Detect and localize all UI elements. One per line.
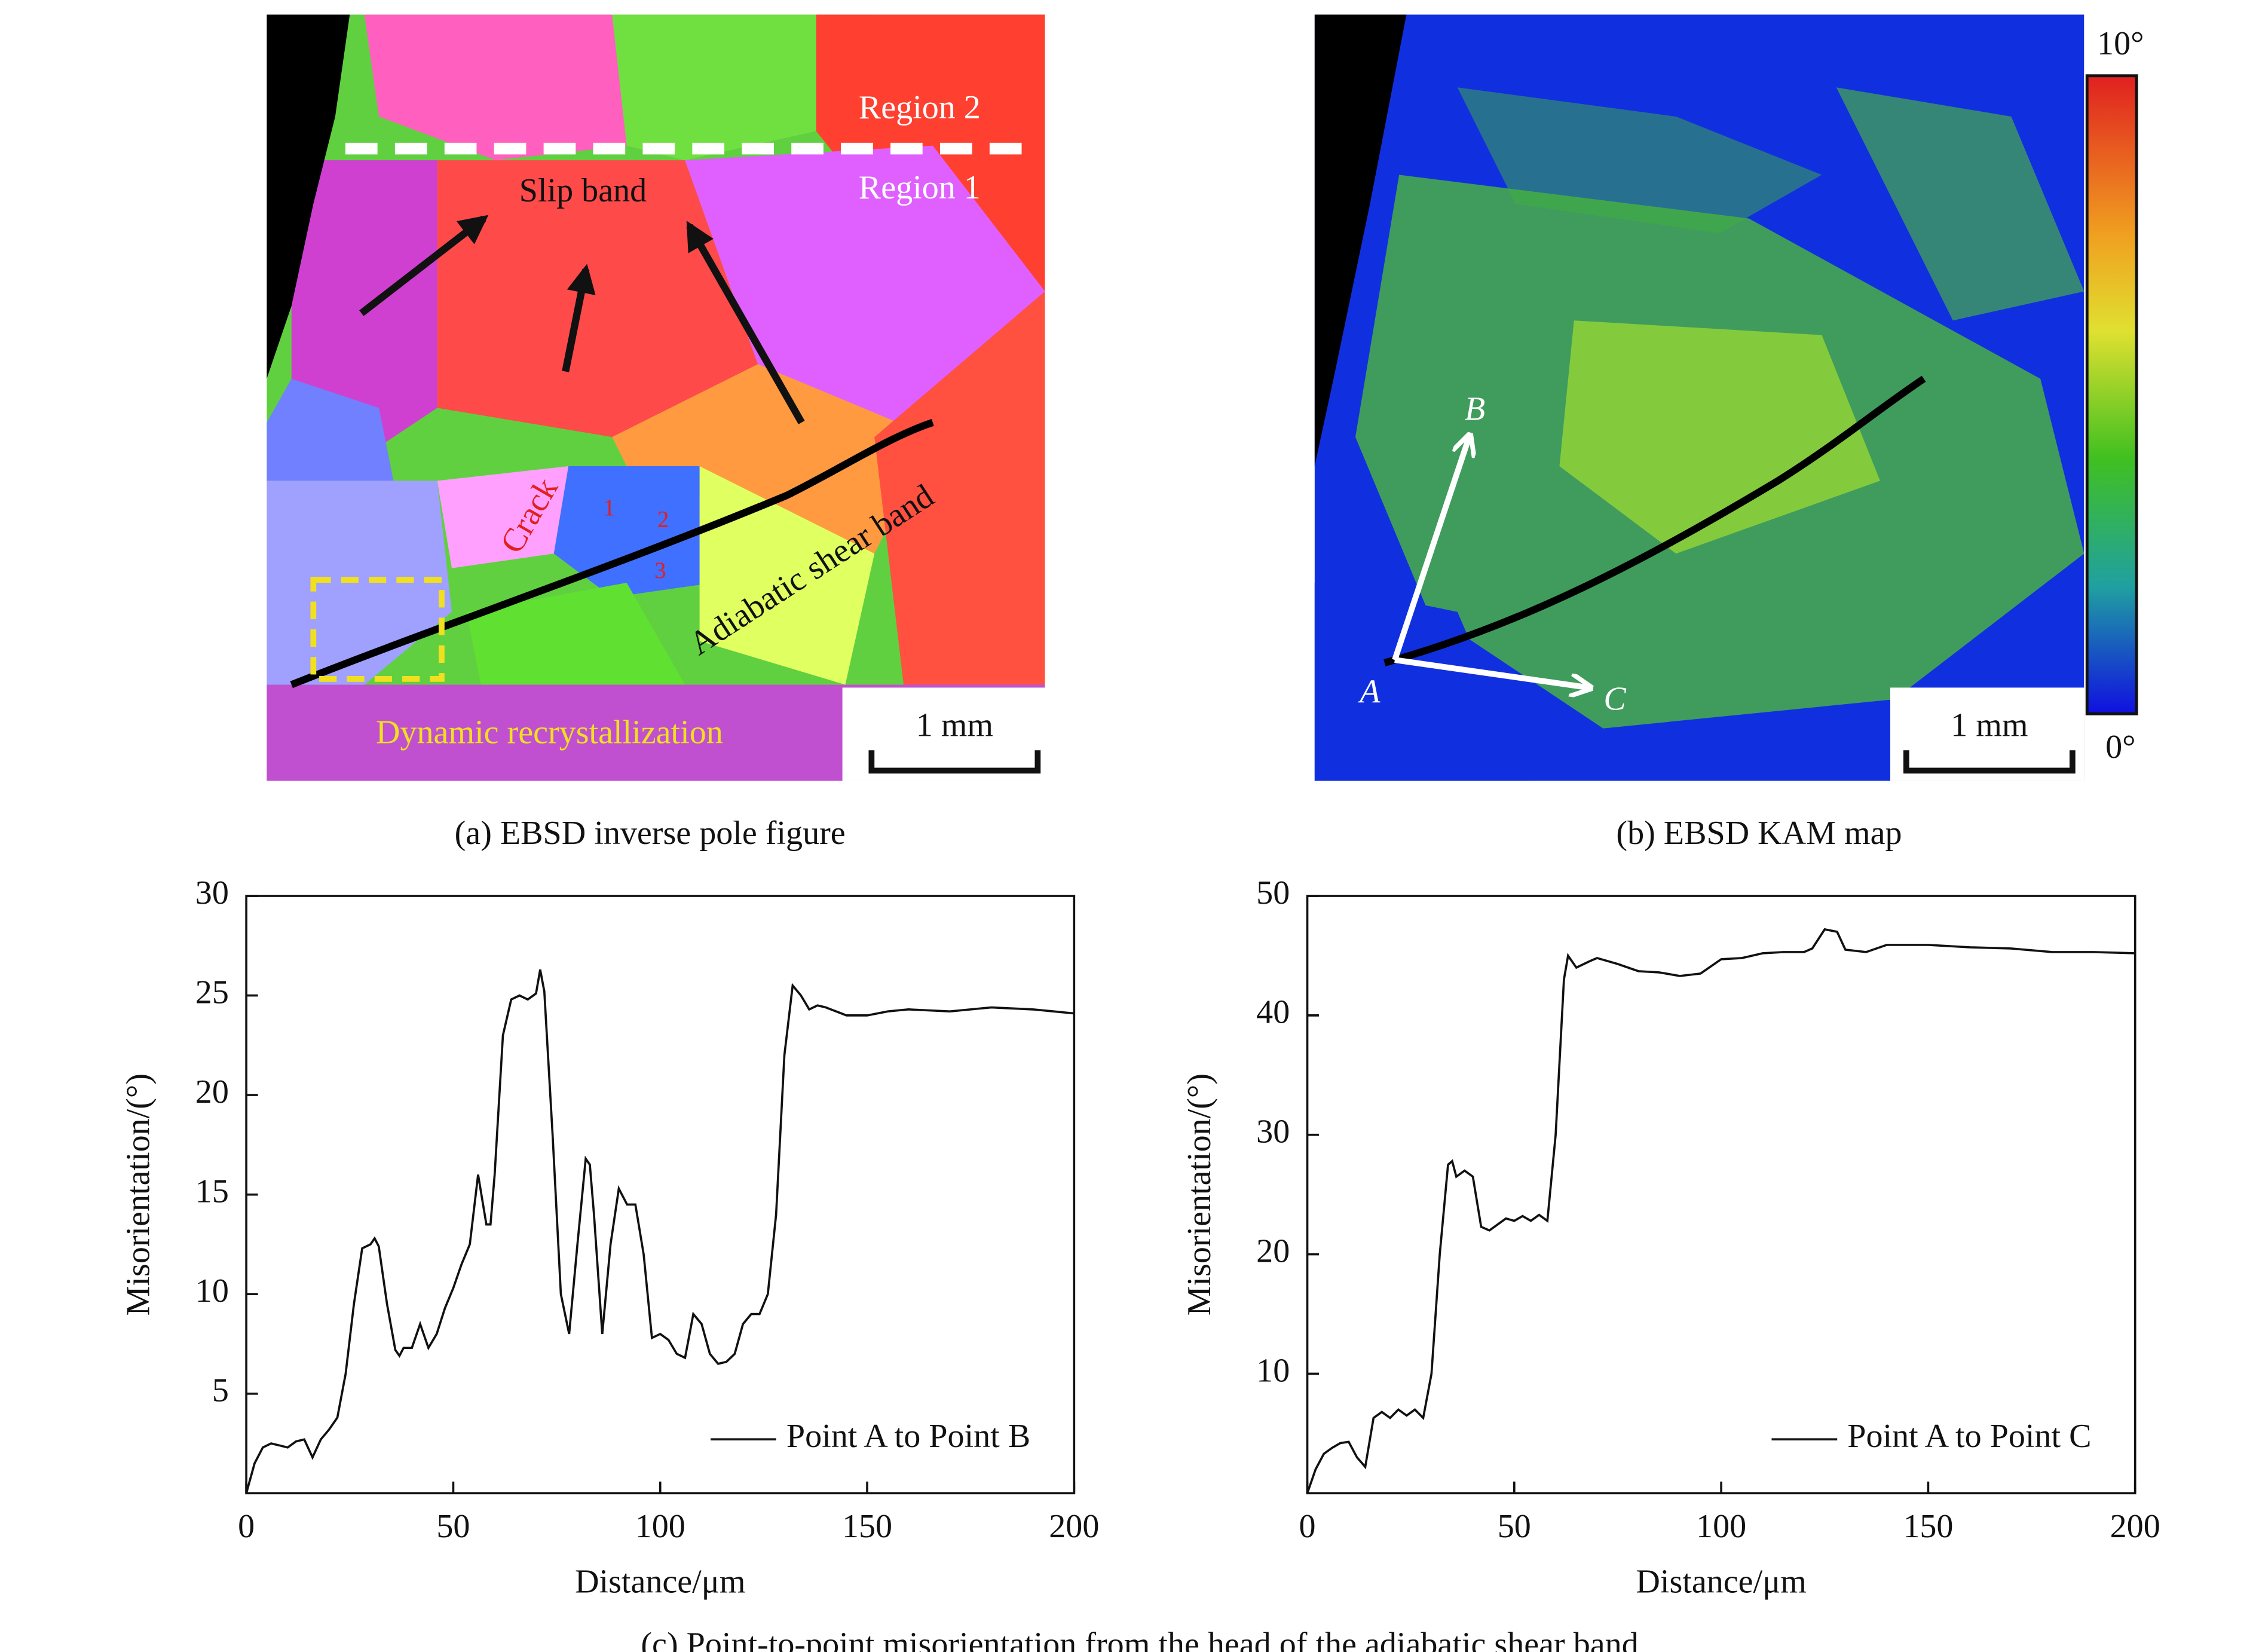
panel-caption: (a) EBSD inverse pole figure [455, 815, 846, 852]
plot-frame [1306, 895, 2136, 1495]
x-tick-label: 200 [1049, 1508, 1099, 1545]
x-tick-label: 0 [238, 1508, 255, 1545]
y-tick-label: 40 [1256, 994, 1290, 1031]
profile-arrows [1392, 437, 1588, 687]
point-label: B [1465, 391, 1485, 428]
scale-bar-label: 1 mm [916, 707, 993, 744]
y-tick-label: 50 [1256, 874, 1290, 911]
scale-bar [1903, 750, 2076, 774]
grain-number: 3 [654, 558, 666, 583]
y-tick-label: 20 [1256, 1232, 1290, 1269]
scale-bar-box [1890, 687, 2084, 781]
grain-number: 2 [657, 507, 669, 533]
data-line [1306, 928, 2135, 1494]
drx-box [310, 577, 445, 682]
scale-bar-label: 1 mm [1951, 707, 2028, 744]
x-tick-label: 150 [842, 1508, 892, 1545]
panel-caption: (b) EBSD KAM map [1616, 815, 1902, 852]
colorbar-label: 0° [2105, 729, 2135, 766]
legend-label: Point A to Point C [1847, 1418, 2091, 1455]
x-axis-label: Distance/μm [1636, 1564, 1806, 1601]
point-label: C [1603, 681, 1626, 718]
x-tick-label: 100 [1696, 1508, 1746, 1545]
y-axis-label: Misorientation/(°) [120, 1073, 157, 1316]
drx-label: Dynamic recrystallization [376, 714, 723, 751]
colorbar [2085, 74, 2138, 715]
x-tick-label: 50 [1498, 1508, 1531, 1545]
slip-arrows [359, 215, 805, 424]
region-label: Region 2 [859, 89, 981, 126]
legend-label: Point A to Point B [786, 1418, 1030, 1455]
y-tick-label: 5 [212, 1372, 229, 1409]
x-tick-label: 50 [436, 1508, 470, 1545]
scale-bar [868, 750, 1041, 774]
y-axis-label: Misorientation/(°) [1181, 1073, 1218, 1316]
y-tick-label: 25 [195, 974, 229, 1011]
x-tick-label: 0 [1299, 1508, 1316, 1545]
x-tick-label: 200 [2110, 1508, 2160, 1545]
region-label: Region 1 [859, 169, 981, 206]
y-tick-label: 30 [195, 874, 229, 911]
data-line [245, 969, 1075, 1494]
plot-frame [245, 895, 1076, 1495]
grain-number: 1 [604, 495, 616, 521]
y-tick-label: 15 [195, 1173, 229, 1210]
scale-bar-box [842, 687, 1045, 781]
x-tick-label: 100 [635, 1508, 685, 1545]
colorbar-label: 10° [2097, 25, 2144, 62]
y-tick-label: 30 [1256, 1113, 1290, 1151]
y-tick-label: 10 [1256, 1352, 1290, 1389]
point-label: A [1357, 674, 1380, 711]
x-tick-label: 150 [1903, 1508, 1953, 1545]
y-tick-label: 10 [195, 1272, 229, 1310]
figure-caption: (c) Point-to-point misorientation from t… [641, 1626, 1638, 1652]
ipf-image [267, 14, 1045, 781]
x-axis-label: Distance/μm [575, 1564, 745, 1601]
kam-image [1314, 14, 2084, 781]
slip-band-label: Slip band [519, 172, 647, 209]
y-tick-label: 20 [195, 1073, 229, 1110]
